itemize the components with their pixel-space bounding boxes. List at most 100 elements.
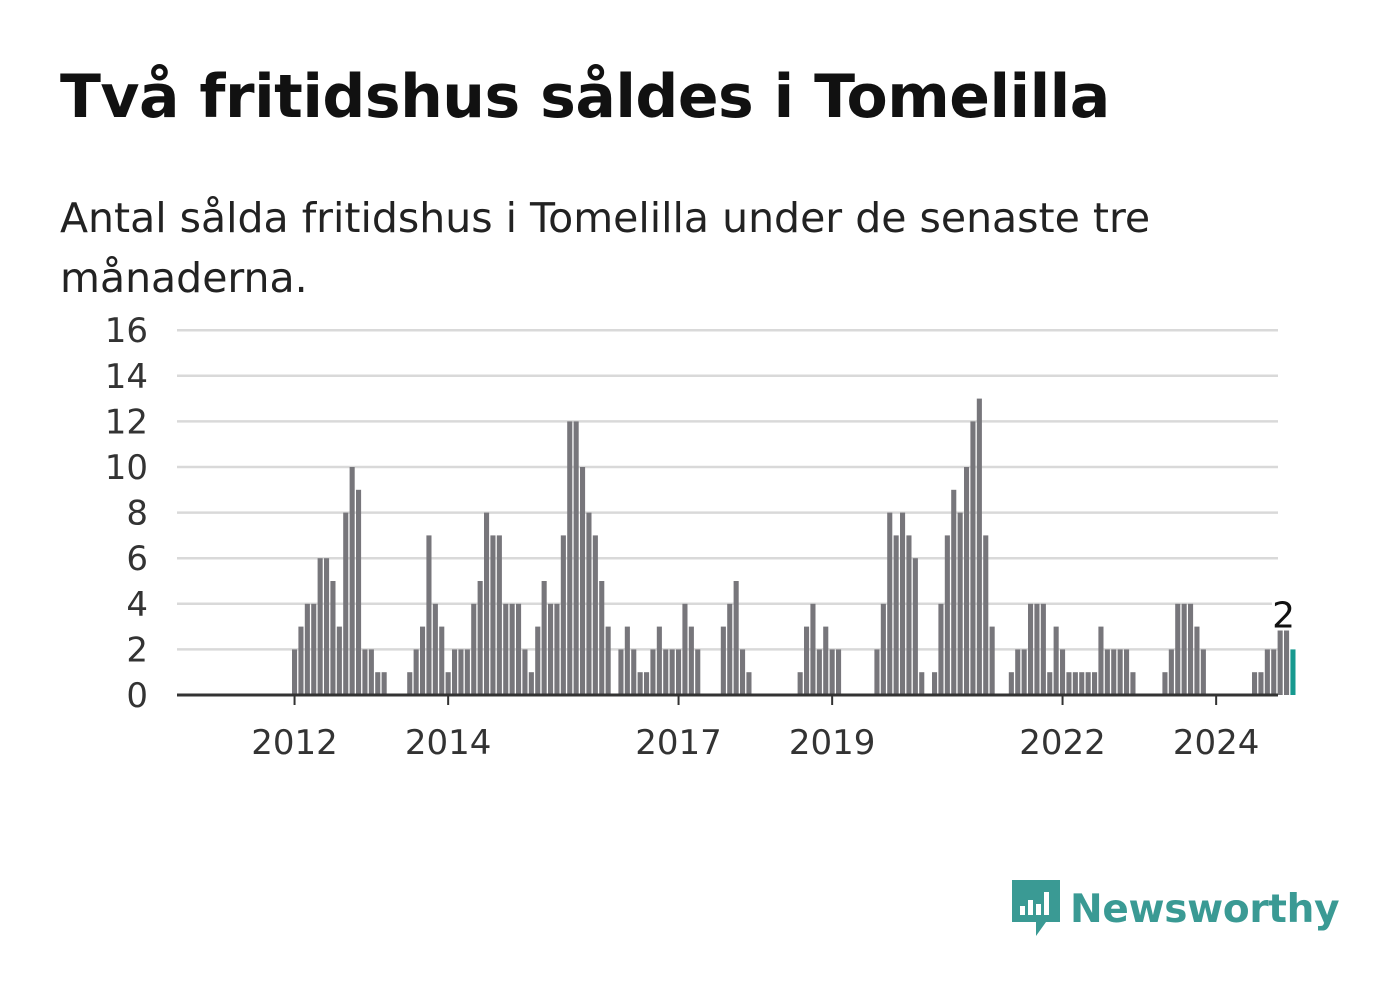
bar [490,535,496,695]
bar [324,558,330,695]
bar [874,649,880,695]
bar [970,421,976,695]
bar [554,603,560,695]
bars [292,398,1296,695]
x-tick-label: 2022 [1019,723,1106,763]
bar [477,581,483,695]
bar [586,512,592,695]
bar [964,467,970,695]
bar [887,512,893,695]
bar [1258,672,1264,695]
bar [1111,649,1117,695]
x-axis: 2012 2014 2017 2019 2022 2024 [177,693,1278,763]
bar [336,626,342,695]
bar [1085,672,1091,695]
bar [880,603,886,695]
bar [413,649,419,695]
bar [471,603,477,695]
bar [1181,603,1187,695]
bar [1168,649,1174,695]
bar [356,489,362,695]
newsworthy-icon [1012,880,1060,936]
bar [797,672,803,695]
bar [1072,672,1078,695]
gridlines [177,328,1278,651]
y-tick-label: 6 [126,539,148,579]
bar [567,421,573,695]
chart-title: Två fritidshus såldes i Tomelilla [60,62,1110,132]
newsworthy-logo: Newsworthy [1010,878,1340,940]
bar [676,649,682,695]
bar [804,626,810,695]
bar [317,558,323,695]
bar [548,603,554,695]
bar [976,398,982,695]
bar [1104,649,1110,695]
bar [426,535,432,695]
bar [637,672,643,695]
bar [292,649,298,695]
bar [1079,672,1085,695]
x-tick-label: 2012 [251,723,338,763]
bar [458,649,464,695]
bar [541,581,547,695]
x-tick-label: 2024 [1173,723,1260,763]
bar [1252,672,1258,695]
bar [1188,603,1194,695]
x-tick-label: 2014 [405,723,492,763]
bar [605,626,611,695]
bar [445,672,451,695]
bar [452,649,458,695]
bar [932,672,938,695]
bar [669,649,675,695]
y-tick-label: 8 [126,494,148,534]
y-tick-label: 16 [105,311,148,351]
bar [1130,672,1136,695]
bar [592,535,598,695]
data-label-latest: 2 [1272,595,1295,636]
bar [349,467,355,695]
bar [1040,603,1046,695]
bar [484,512,490,695]
x-tick-label: 2019 [789,723,876,763]
y-tick-label: 4 [126,585,148,625]
bar [919,672,925,695]
y-tick-label: 14 [105,357,148,397]
bar [720,626,726,695]
bar [836,649,842,695]
chart-subtitle: Antal sålda fritidshus i Tomelilla under… [60,194,1151,302]
bar [1124,649,1130,695]
bar [304,603,310,695]
bar [829,649,835,695]
bar [951,489,957,695]
bar [957,512,963,695]
bar [560,535,566,695]
bar [938,603,944,695]
bar [375,672,381,695]
bar-latest [1290,649,1296,695]
bar [1175,603,1181,695]
bar [439,626,445,695]
bar [407,672,413,695]
bar [823,626,829,695]
bar [989,626,995,695]
bar [893,535,899,695]
bar [368,649,374,695]
bar [298,626,304,695]
bar [816,649,822,695]
bar [1015,649,1021,695]
bar [330,581,336,695]
bar [1053,626,1059,695]
y-tick-label: 10 [105,448,148,488]
y-tick-label: 2 [126,630,148,670]
bar [1028,603,1034,695]
bar [810,603,816,695]
y-tick-label: 12 [105,402,148,442]
bar [1008,672,1014,695]
bar [535,626,541,695]
bar [599,581,605,695]
bar [311,603,317,695]
bar [362,649,368,695]
bar [432,603,438,695]
